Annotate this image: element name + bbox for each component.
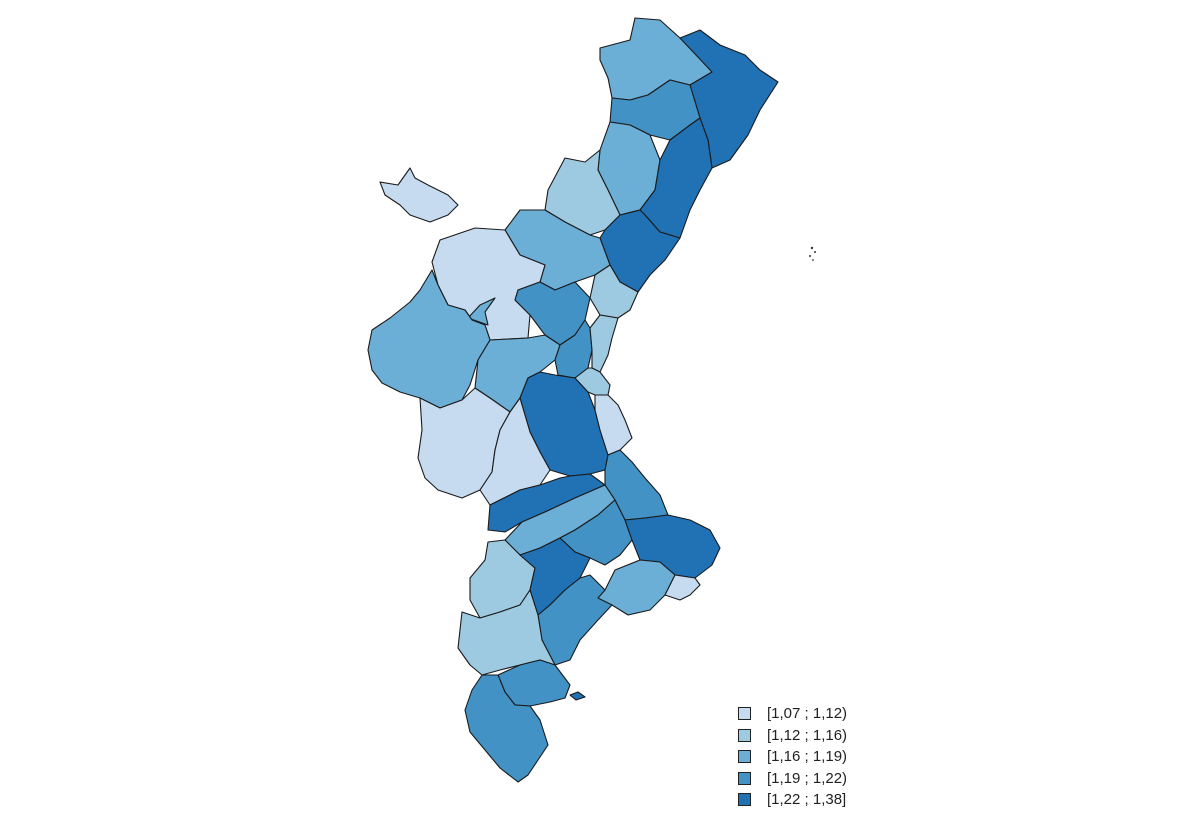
island-dot [812, 259, 814, 261]
region [594, 394, 633, 456]
legend-swatch [738, 728, 751, 742]
region [589, 314, 619, 373]
legend-swatch [738, 707, 751, 721]
legend-label: [1,12 ; 1,16) [767, 726, 848, 744]
island-dot [810, 246, 814, 250]
region [487, 473, 606, 533]
region [379, 167, 459, 223]
legend-swatch [738, 771, 751, 785]
legend: [1,07 ; 1,12) [1,12 ; 1,16) [1,16 ; 1,19… [738, 703, 898, 811]
region [664, 574, 701, 601]
region [589, 264, 639, 319]
island-dot [809, 255, 811, 257]
region [569, 691, 586, 701]
region [464, 674, 549, 783]
legend-item: [1,12 ; 1,16) [738, 725, 898, 747]
region [554, 319, 593, 379]
island-dot [814, 251, 816, 253]
region [467, 297, 496, 326]
legend-item: [1,16 ; 1,19) [738, 746, 898, 768]
legend-item: [1,22 ; 1,38] [738, 789, 898, 811]
region [574, 367, 611, 396]
legend-label: [1,07 ; 1,12) [767, 705, 848, 723]
legend-item: [1,19 ; 1,22) [738, 768, 898, 790]
legend-label: [1,16 ; 1,19) [767, 748, 848, 766]
legend-label: [1,22 ; 1,38] [767, 791, 847, 809]
legend-swatch [738, 793, 751, 807]
legend-item: [1,07 ; 1,12) [738, 703, 898, 725]
legend-swatch [738, 750, 751, 764]
legend-label: [1,19 ; 1,22) [767, 769, 848, 787]
